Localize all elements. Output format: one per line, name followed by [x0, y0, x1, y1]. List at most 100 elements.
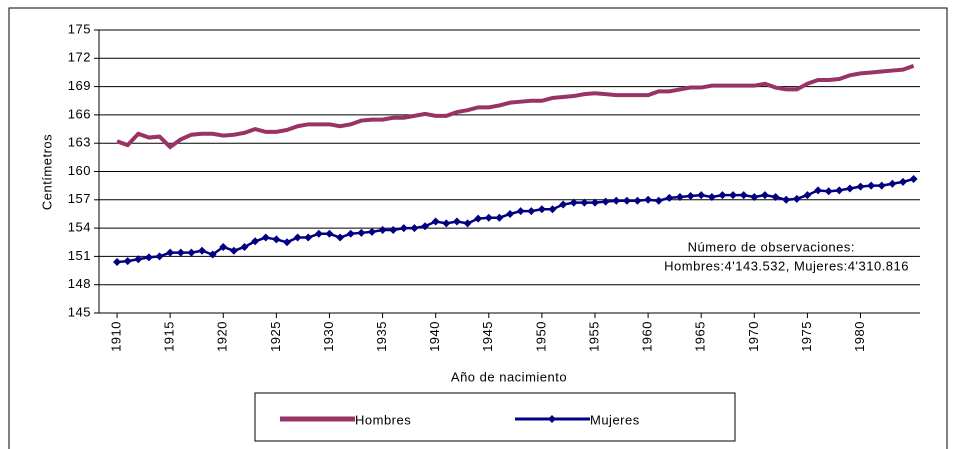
data-point	[389, 225, 398, 234]
data-point	[697, 191, 706, 200]
y-tick-label: 163	[68, 135, 91, 150]
data-point	[824, 187, 833, 196]
y-tick-label: 145	[68, 304, 91, 319]
x-tick-label: 1910	[108, 321, 123, 352]
data-point	[261, 233, 270, 242]
x-tick-label: 1980	[852, 321, 867, 352]
data-point	[622, 196, 631, 205]
data-point	[410, 224, 419, 233]
data-point	[484, 213, 493, 222]
data-point	[166, 248, 175, 257]
data-point	[123, 257, 132, 266]
chart-frame	[8, 7, 948, 449]
data-point	[304, 233, 313, 242]
data-point	[633, 196, 642, 205]
data-point	[516, 207, 525, 216]
data-point	[760, 191, 769, 200]
x-tick-label: 1925	[268, 321, 283, 352]
annotation: Número de observaciones:	[688, 239, 855, 254]
x-tick-label: 1950	[533, 321, 548, 352]
data-point	[835, 186, 844, 195]
x-tick-label: 1915	[162, 321, 177, 352]
data-point	[548, 205, 557, 214]
x-tick-label: 1960	[640, 321, 655, 352]
data-point	[537, 205, 546, 214]
data-point	[814, 186, 823, 195]
y-tick-label: 166	[68, 106, 91, 121]
data-point	[739, 191, 748, 200]
data-point	[867, 181, 876, 190]
data-point	[877, 181, 886, 190]
data-point	[888, 179, 897, 188]
data-point	[495, 213, 504, 222]
y-tick-label: 157	[68, 191, 91, 206]
data-point	[527, 207, 536, 216]
data-point	[452, 217, 461, 226]
legend-marker	[548, 415, 556, 423]
data-point	[198, 246, 207, 255]
y-tick-label: 151	[68, 248, 91, 263]
annotation: Hombres:4'143.532, Mujeres:4'310.816	[664, 258, 909, 273]
data-point	[612, 196, 621, 205]
data-point	[378, 225, 387, 234]
data-point	[707, 192, 716, 201]
legend-label: Mujeres	[590, 412, 640, 427]
y-tick-label: 169	[68, 78, 91, 93]
y-axis-label: Centímetros	[39, 134, 54, 210]
data-point	[750, 192, 759, 201]
data-point	[845, 184, 854, 193]
data-point	[219, 242, 228, 251]
data-point	[367, 227, 376, 236]
data-point	[208, 250, 217, 259]
y-tick-label: 148	[68, 276, 91, 291]
x-axis-label: Año de nacimiento	[451, 369, 567, 384]
data-point	[442, 219, 451, 228]
series-line	[116, 177, 914, 264]
data-point	[144, 253, 153, 262]
data-point	[856, 182, 865, 191]
data-point	[282, 238, 291, 247]
x-tick-label: 1970	[746, 321, 761, 352]
x-tick-label: 1930	[321, 321, 336, 352]
y-tick-label: 160	[68, 163, 91, 178]
y-tick-label: 172	[68, 50, 91, 65]
data-point	[155, 252, 164, 261]
data-point	[590, 198, 599, 207]
data-point	[272, 235, 281, 244]
data-point	[665, 193, 674, 202]
data-point	[506, 209, 515, 218]
data-point	[718, 191, 727, 200]
x-tick-label: 1955	[586, 321, 601, 352]
data-point	[675, 192, 684, 201]
data-point	[431, 217, 440, 226]
y-tick-label: 175	[68, 21, 91, 36]
data-point	[336, 233, 345, 242]
data-point	[314, 229, 323, 238]
data-point	[601, 197, 610, 206]
data-point	[580, 198, 589, 207]
data-point	[782, 195, 791, 204]
data-point	[803, 191, 812, 200]
data-point	[251, 237, 260, 246]
data-point	[240, 242, 249, 251]
data-point	[899, 177, 908, 186]
data-point	[644, 195, 653, 204]
x-tick-label: 1940	[427, 321, 442, 352]
data-point	[113, 258, 122, 267]
data-point	[792, 194, 801, 203]
data-point	[559, 200, 568, 209]
data-point	[399, 224, 408, 233]
data-point	[771, 192, 780, 201]
data-point	[357, 228, 366, 237]
x-tick-label: 1975	[799, 321, 814, 352]
data-point	[474, 214, 483, 223]
data-point	[463, 219, 472, 228]
y-tick-label: 154	[68, 220, 91, 235]
data-point	[325, 229, 334, 238]
data-point	[187, 248, 196, 257]
data-point	[176, 248, 185, 257]
data-point	[229, 246, 238, 255]
x-tick-label: 1945	[480, 321, 495, 352]
data-point	[421, 222, 430, 231]
